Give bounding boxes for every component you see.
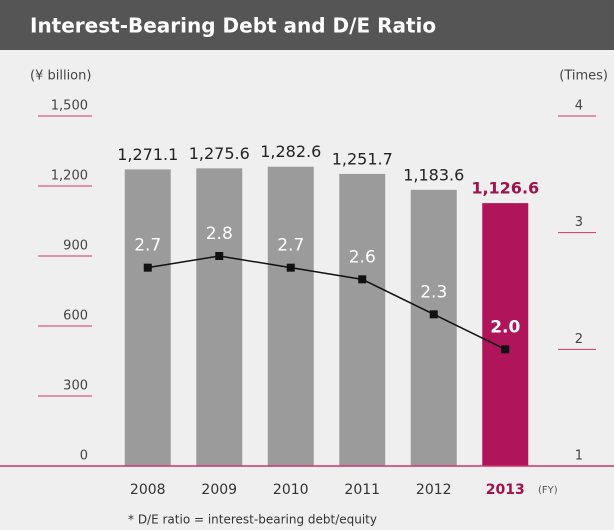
ratio-label: 2.3 — [420, 282, 447, 302]
ratio-label: 2.0 — [490, 317, 520, 337]
y-tick-label: 1,500 — [51, 99, 88, 114]
x-tick-label: 2013 — [486, 482, 525, 498]
y-tick-label: 0 — [80, 449, 88, 464]
ratio-marker — [501, 345, 510, 354]
y2-tick-label: 4 — [575, 99, 583, 114]
bar — [267, 166, 314, 466]
data-label: 1,126.6 — [471, 179, 539, 198]
ratio-label: 2.8 — [206, 224, 233, 244]
bar — [339, 173, 386, 467]
footnote: * D/E ratio = interest-bearing debt/equi… — [128, 513, 377, 527]
data-label: 1,271.1 — [117, 145, 178, 164]
data-label: 1,251.7 — [332, 149, 393, 168]
x-tick-label: 2012 — [416, 482, 452, 498]
data-label: 1,275.6 — [189, 144, 250, 163]
ratio-label: 2.6 — [349, 247, 376, 267]
title-bar — [0, 0, 614, 50]
bar — [196, 168, 243, 467]
ratio-line — [147, 255, 506, 351]
data-label: 1,183.6 — [403, 165, 464, 184]
ratio-label: 2.7 — [277, 236, 304, 256]
y-tick-label: 900 — [63, 239, 88, 254]
ratio-marker — [215, 252, 224, 260]
x-axis-label: (FY) — [538, 485, 558, 496]
x-tick-label: 2008 — [130, 482, 166, 498]
ratio-marker — [143, 263, 152, 272]
ratio-marker — [429, 310, 438, 319]
y-tick-label: 300 — [63, 379, 88, 394]
bar — [410, 189, 457, 466]
bar — [482, 203, 529, 467]
data-label: 1,282.6 — [260, 142, 321, 161]
ratio-marker — [358, 275, 367, 284]
y-tick-label: 1,200 — [51, 169, 88, 184]
chart-title: Interest-Bearing Debt and D/E Ratio — [30, 14, 436, 38]
x-tick-label: 2009 — [201, 482, 237, 498]
ratio-label: 2.7 — [134, 236, 161, 256]
y-tick-label: 600 — [63, 309, 88, 324]
x-tick-label: 2011 — [344, 482, 380, 498]
x-tick-label: 2010 — [273, 482, 309, 498]
y2-axis-label: (Times) — [559, 69, 608, 84]
ratio-marker — [286, 263, 295, 272]
bar — [124, 169, 171, 466]
y2-tick-label: 2 — [575, 332, 583, 347]
y-axis-label: (¥ billion) — [30, 69, 91, 84]
y2-tick-label: 1 — [575, 449, 583, 464]
y2-tick-label: 3 — [575, 215, 583, 230]
